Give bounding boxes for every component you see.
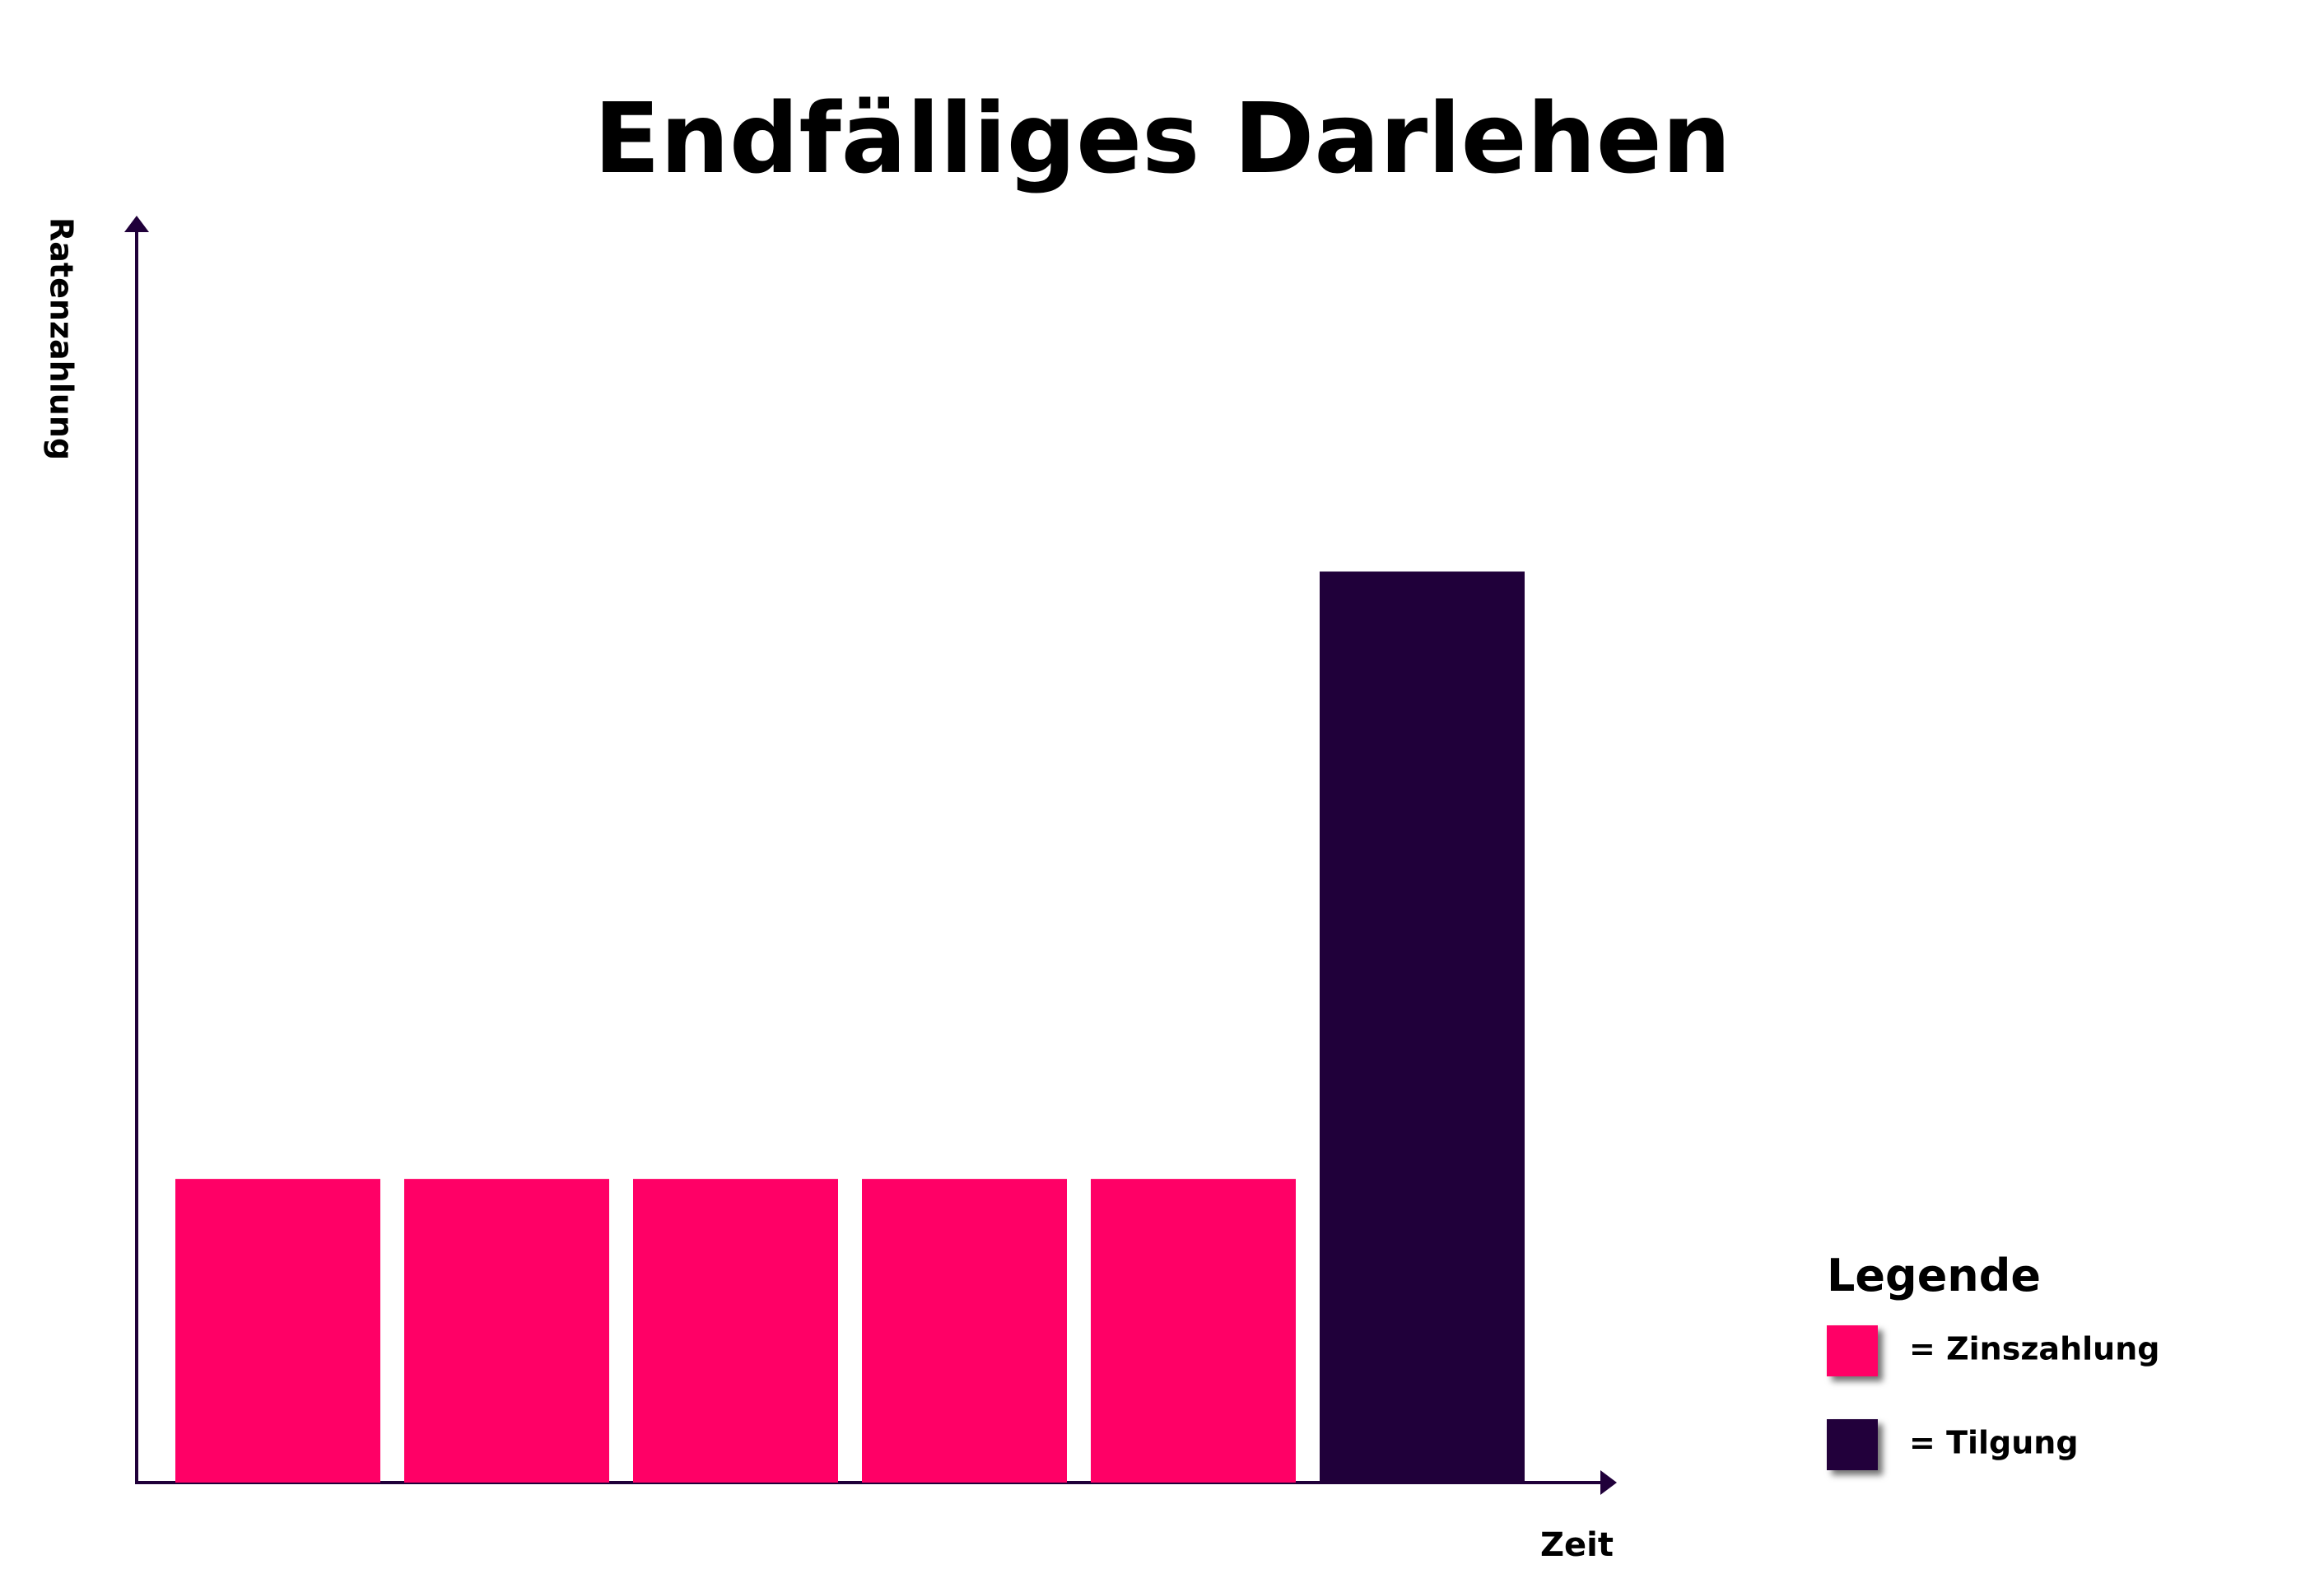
- legend-label: = Tilgung: [1909, 1425, 2079, 1461]
- bar: [1091, 1179, 1296, 1483]
- chart-title: Endfälliges Darlehen: [594, 81, 1731, 195]
- legend-label: = Zinszahlung: [1909, 1331, 2159, 1367]
- legend-swatch: [1827, 1419, 1878, 1470]
- y-axis-label: Ratenzahlung: [44, 217, 80, 460]
- x-axis-arrow: [1600, 1470, 1617, 1495]
- x-axis-label: Zeit: [1540, 1526, 1614, 1564]
- bar: [175, 1179, 380, 1483]
- y-axis-arrow: [124, 216, 149, 232]
- bar: [1320, 571, 1525, 1483]
- bar: [404, 1179, 609, 1483]
- legend-swatch: [1827, 1325, 1878, 1376]
- legend: = Zinszahlung = Tilgung: [1827, 1325, 2159, 1470]
- bar: [633, 1179, 838, 1483]
- bars: [175, 571, 1525, 1483]
- bar: [862, 1179, 1067, 1483]
- legend-title: Legende: [1827, 1250, 2041, 1301]
